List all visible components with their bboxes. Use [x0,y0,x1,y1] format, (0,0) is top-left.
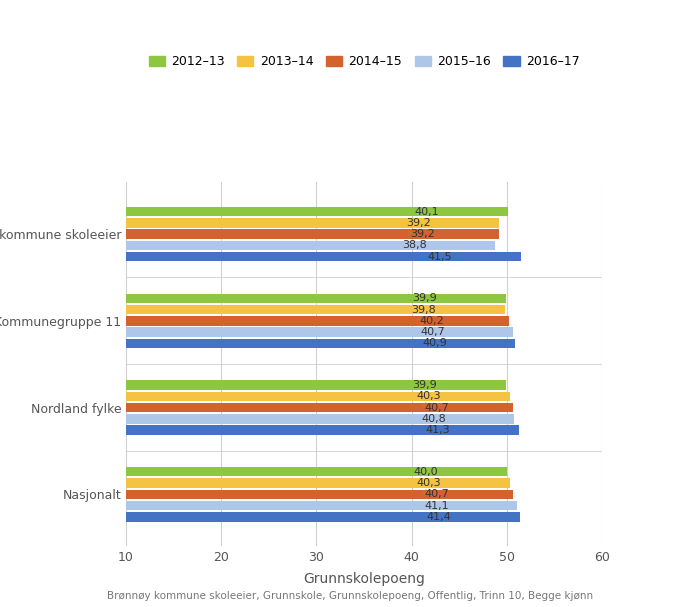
Text: Brønnøy kommune skoleeier, Grunnskole, Grunnskolepoeng, Offentlig, Trinn 10, Beg: Brønnøy kommune skoleeier, Grunnskole, G… [107,591,593,601]
Text: 41,3: 41,3 [426,425,451,435]
Text: ⚡: ⚡ [414,316,422,326]
Text: 40,0: 40,0 [414,467,438,476]
Bar [126,327,514,337]
Text: 41,4: 41,4 [427,512,452,522]
Bar [126,240,496,250]
Text: 40,7: 40,7 [424,489,449,500]
Text: ⚡: ⚡ [405,229,413,239]
Text: 41,5: 41,5 [428,252,452,262]
Text: 39,2: 39,2 [410,229,435,239]
Bar [126,252,521,262]
Bar [126,489,514,499]
Bar [126,380,506,390]
Text: 39,8: 39,8 [412,305,436,314]
Bar [126,392,510,401]
Bar [126,207,507,216]
Bar [126,467,507,476]
Bar [126,305,505,314]
Text: 39,2: 39,2 [406,218,430,228]
Text: 39,9: 39,9 [412,293,438,304]
Bar [126,512,520,521]
Text: 40,7: 40,7 [420,327,445,337]
Text: 40,1: 40,1 [414,206,439,217]
Text: 40,3: 40,3 [416,478,441,488]
Bar [126,339,515,348]
Text: 40,2: 40,2 [420,316,444,326]
Bar [126,478,510,488]
X-axis label: Grunnskolepoeng: Grunnskolepoeng [303,572,425,586]
Bar [126,316,509,325]
Text: 40,3: 40,3 [416,392,441,401]
Bar [126,218,499,228]
Text: 40,8: 40,8 [421,414,446,424]
Bar [126,414,514,424]
Text: ⚡: ⚡ [419,402,427,413]
Text: 41,1: 41,1 [424,501,449,510]
Text: Grunnskolepoeng, gjennomsnitt: Grunnskolepoeng, gjennomsnitt [28,152,250,166]
Bar [126,426,519,435]
Bar [126,294,506,303]
Text: 38,8: 38,8 [402,240,427,251]
Bar [126,403,514,412]
Text: ⚡: ⚡ [419,489,427,500]
Bar [126,501,517,510]
Text: 39,9: 39,9 [412,380,438,390]
Bar [126,229,499,239]
Text: 40,9: 40,9 [422,338,447,348]
Text: 40,7: 40,7 [424,402,449,413]
Legend: 2012–13, 2013–14, 2014–15, 2015–16, 2016–17: 2012–13, 2013–14, 2014–15, 2015–16, 2016… [144,50,584,73]
